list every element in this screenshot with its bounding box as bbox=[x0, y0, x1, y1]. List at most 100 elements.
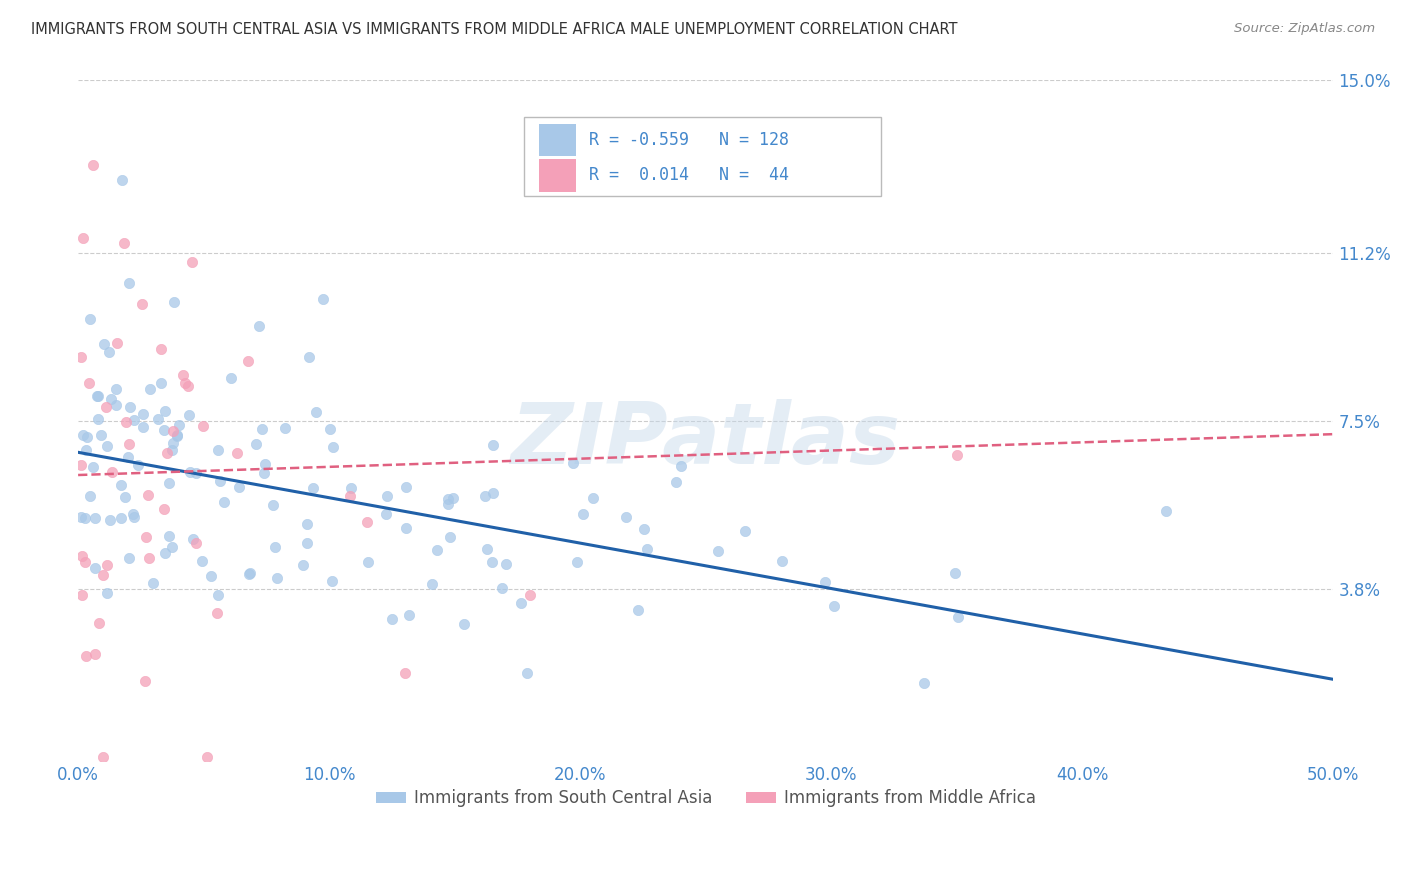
Point bbox=[441, 491, 464, 506]
Point bbox=[943, 566, 966, 580]
Point bbox=[177, 408, 200, 422]
Point bbox=[912, 675, 935, 690]
Bar bbox=[538, 159, 576, 192]
Point bbox=[770, 554, 793, 568]
Point bbox=[139, 382, 162, 396]
Point bbox=[245, 437, 267, 451]
Point bbox=[481, 555, 503, 569]
Point bbox=[1154, 504, 1177, 518]
Point bbox=[70, 549, 93, 564]
Point bbox=[707, 544, 730, 558]
Point bbox=[179, 465, 201, 479]
Point bbox=[69, 510, 91, 524]
Point bbox=[263, 541, 285, 555]
Point bbox=[110, 478, 132, 492]
Point bbox=[83, 648, 105, 662]
Point bbox=[562, 456, 585, 470]
Point bbox=[298, 350, 321, 364]
Point bbox=[627, 603, 650, 617]
Point bbox=[266, 571, 288, 585]
Point bbox=[174, 376, 197, 390]
Point bbox=[510, 596, 533, 610]
Point bbox=[475, 542, 498, 557]
Point bbox=[79, 311, 101, 326]
Point bbox=[142, 575, 165, 590]
Point bbox=[482, 486, 505, 500]
Point bbox=[302, 481, 325, 495]
Point bbox=[319, 421, 342, 435]
Point bbox=[96, 586, 118, 600]
Point bbox=[184, 536, 207, 550]
Point bbox=[84, 561, 107, 575]
Point bbox=[823, 599, 845, 613]
Point bbox=[166, 428, 188, 442]
Point bbox=[160, 540, 183, 554]
Point bbox=[495, 557, 517, 571]
Point bbox=[236, 354, 259, 368]
Point bbox=[167, 418, 190, 433]
Point bbox=[633, 523, 655, 537]
Point bbox=[238, 566, 260, 581]
Text: Source: ZipAtlas.com: Source: ZipAtlas.com bbox=[1234, 22, 1375, 36]
Point bbox=[228, 480, 250, 494]
Point bbox=[207, 442, 229, 457]
Point bbox=[115, 415, 138, 429]
Point bbox=[814, 575, 837, 590]
Point bbox=[117, 450, 139, 464]
Point bbox=[153, 546, 176, 560]
Point bbox=[381, 612, 404, 626]
Text: ZIPatlas: ZIPatlas bbox=[510, 400, 901, 483]
Point bbox=[118, 400, 141, 414]
Point bbox=[665, 475, 688, 489]
Point bbox=[77, 376, 100, 391]
Point bbox=[94, 400, 117, 414]
Point bbox=[73, 510, 96, 524]
Point bbox=[82, 158, 104, 172]
Point bbox=[567, 555, 589, 569]
Point bbox=[134, 673, 156, 688]
Point bbox=[191, 419, 214, 434]
Point bbox=[292, 558, 315, 572]
Point bbox=[162, 436, 184, 450]
Point bbox=[166, 429, 188, 443]
Point bbox=[105, 382, 128, 396]
Point bbox=[93, 749, 115, 764]
Point bbox=[156, 446, 179, 460]
Point bbox=[72, 588, 94, 602]
Point bbox=[491, 582, 513, 596]
Point bbox=[79, 489, 101, 503]
Point bbox=[340, 481, 363, 495]
Text: R = -0.559   N = 128: R = -0.559 N = 128 bbox=[589, 131, 789, 149]
Point bbox=[226, 446, 249, 460]
Point bbox=[172, 368, 194, 383]
Point bbox=[274, 420, 297, 434]
Point bbox=[105, 336, 128, 351]
Point bbox=[132, 407, 155, 421]
Point bbox=[82, 459, 104, 474]
Point bbox=[75, 555, 97, 569]
Point bbox=[76, 430, 98, 444]
Point bbox=[481, 438, 503, 452]
Point bbox=[297, 517, 319, 532]
Point bbox=[135, 530, 157, 544]
Point bbox=[146, 412, 169, 426]
Point bbox=[200, 569, 222, 583]
Point bbox=[181, 532, 204, 546]
Point bbox=[420, 577, 443, 591]
Point bbox=[98, 513, 121, 527]
Point bbox=[212, 495, 235, 509]
Point bbox=[437, 497, 460, 511]
Point bbox=[114, 491, 136, 505]
Point bbox=[162, 424, 184, 438]
Point bbox=[321, 574, 343, 589]
Point bbox=[356, 515, 378, 529]
Point bbox=[207, 588, 229, 602]
FancyBboxPatch shape bbox=[524, 118, 882, 195]
Point bbox=[160, 443, 183, 458]
Point bbox=[247, 318, 270, 333]
Point bbox=[516, 665, 538, 680]
Point bbox=[398, 607, 420, 622]
Point bbox=[112, 235, 135, 250]
Point bbox=[394, 665, 416, 680]
Point bbox=[636, 542, 658, 557]
